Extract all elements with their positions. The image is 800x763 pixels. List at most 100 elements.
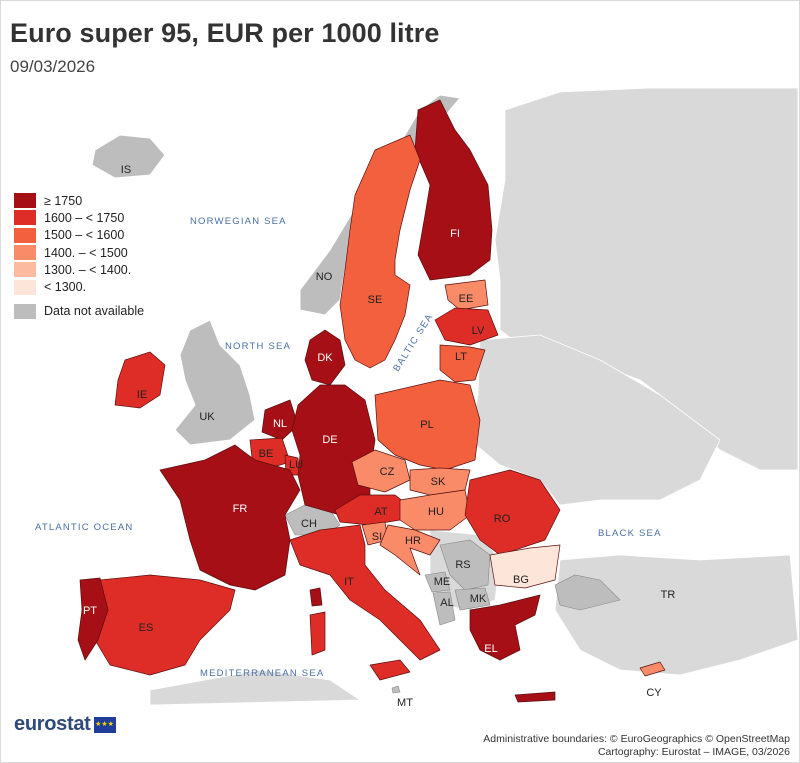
country-ie [114, 351, 166, 409]
country-el [469, 594, 541, 661]
label-rs: RS [455, 559, 470, 571]
country-lv [434, 307, 499, 346]
country-fi [414, 99, 493, 281]
label-be: BE [259, 448, 274, 460]
label-tr: TR [661, 589, 676, 601]
credits-cartography: Cartography: Eurostat – IMAGE, 03/2026 [597, 746, 790, 758]
legend-swatch [14, 245, 36, 261]
label-cy: CY [646, 687, 662, 699]
label-fr: FR [233, 503, 248, 515]
country-dk [304, 329, 346, 386]
label-se: SE [368, 294, 383, 306]
label-ie: IE [137, 389, 147, 401]
country-rs [439, 539, 491, 591]
legend-label: 1600 – < 1750 [44, 210, 125, 225]
credits-boundaries: Administrative boundaries: © EuroGeograp… [483, 733, 790, 745]
label-es: ES [139, 622, 154, 634]
country-lt [439, 344, 486, 383]
legend-label: 1300. – < 1400. [44, 262, 132, 277]
country-be [249, 437, 291, 469]
label-lu: LU [289, 459, 303, 471]
label-dk: DK [317, 352, 333, 364]
country-tr [554, 574, 621, 611]
legend-label: ≥ 1750 [44, 193, 83, 208]
label-is: IS [121, 164, 131, 176]
country-fr-corsica [309, 587, 323, 607]
country-nl [261, 399, 299, 441]
country-it-sicily [369, 659, 411, 681]
sea-label-black: BLACK SEA [598, 528, 662, 539]
label-uk: UK [199, 411, 215, 423]
label-ee: EE [459, 293, 474, 305]
legend-item: 1300. – < 1400. [14, 261, 144, 278]
eurostat-logo: eurostat ★★★ [14, 713, 116, 736]
label-fi: FI [450, 228, 460, 240]
country-ro [464, 469, 561, 556]
country-mk [454, 587, 491, 611]
label-lv: LV [472, 325, 485, 337]
country-mt [391, 685, 401, 694]
label-ro: RO [494, 513, 511, 525]
label-hr: HR [405, 535, 421, 547]
label-de: DE [322, 434, 337, 446]
country-uk [174, 319, 256, 446]
country-bg [489, 544, 561, 589]
label-nl: NL [273, 418, 287, 430]
eu-flag-icon: ★★★ [93, 716, 116, 733]
legend-swatch [14, 279, 36, 295]
country-cy [639, 661, 666, 677]
legend-item-not-available: Data not available [14, 303, 144, 320]
country-el-crete [514, 691, 556, 703]
label-bg: BG [513, 574, 529, 586]
country-se [339, 134, 421, 369]
country-ee [444, 279, 489, 311]
legend-label: 1500 – < 1600 [44, 228, 125, 243]
label-sk: SK [431, 476, 446, 488]
label-cz: CZ [380, 466, 395, 478]
legend-swatch [14, 227, 36, 243]
russia-east-land [494, 87, 799, 471]
legend-item: < 1300. [14, 278, 144, 295]
legend-label: 1400. – < 1500 [44, 245, 128, 260]
label-no: NO [316, 271, 333, 283]
legend-label: < 1300. [44, 280, 87, 295]
label-mk: MK [470, 593, 487, 605]
country-it [289, 524, 441, 661]
label-lt: LT [455, 351, 467, 363]
country-hr [379, 524, 441, 576]
label-el: EL [484, 643, 497, 655]
label-it: IT [344, 576, 354, 588]
label-me: ME [434, 576, 451, 588]
label-pl: PL [420, 419, 433, 431]
label-ch: CH [301, 518, 317, 530]
legend-swatch [14, 303, 36, 319]
country-it-sardinia [309, 611, 326, 656]
label-al: AL [440, 597, 453, 609]
country-al [432, 591, 456, 626]
legend-swatch [14, 193, 36, 209]
legend-swatch [14, 262, 36, 278]
label-si: SI [372, 531, 382, 543]
credits: Administrative boundaries: © EuroGeograp… [483, 733, 790, 759]
map-date: 09/03/2026 [10, 57, 96, 76]
sea-label-norwegian: NORWEGIAN SEA [190, 216, 287, 227]
legend: ≥ 1750 1600 – < 1750 1500 – < 1600 1400.… [14, 192, 144, 320]
country-pt [77, 577, 109, 661]
label-at: AT [374, 506, 388, 518]
north-africa-land [149, 669, 362, 706]
country-hu [399, 489, 471, 531]
legend-item: 1600 – < 1750 [14, 209, 144, 226]
country-pl [374, 379, 481, 471]
label-hu: HU [428, 506, 444, 518]
map-title: Euro super 95, EUR per 1000 litre [10, 18, 440, 48]
legend-label: Data not available [44, 304, 145, 319]
eurostat-wordmark: eurostat [14, 713, 91, 735]
turkey-land [554, 554, 799, 676]
country-me [424, 571, 451, 593]
country-is [91, 134, 166, 179]
legend-item: 1500 – < 1600 [14, 227, 144, 244]
label-pt: PT [83, 605, 97, 617]
label-mt: MT [397, 697, 413, 709]
legend-swatch [14, 210, 36, 226]
